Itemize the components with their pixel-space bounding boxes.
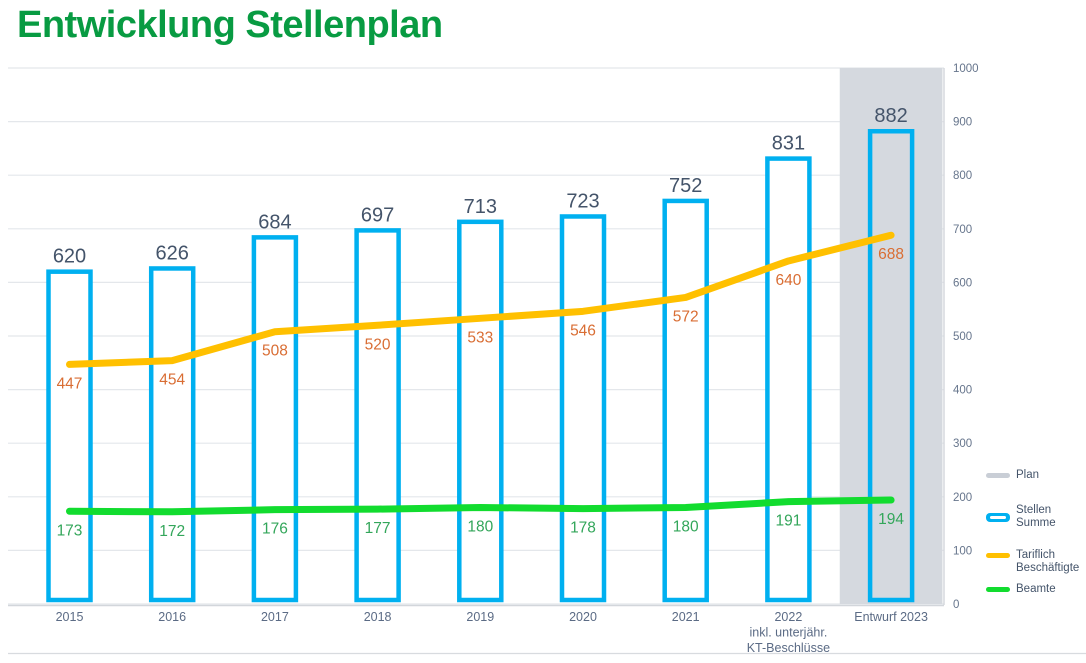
bar-value-label: 626: [156, 242, 189, 264]
bar-2019: [457, 219, 504, 603]
tariflich-besch-ftigte-label: 508: [262, 343, 288, 360]
legend-swatch-bar-outline: [986, 512, 1010, 522]
page-title: Entwicklung Stellenplan: [17, 4, 443, 46]
bar-value-label: 831: [772, 133, 805, 155]
tariflich-besch-ftigte-line: [66, 231, 895, 368]
tariflich-besch-ftigte-label: 533: [467, 329, 493, 346]
bar-value-label: 752: [669, 175, 702, 197]
bar-2022: [765, 156, 812, 603]
plan-band: [839, 68, 943, 604]
legend-item-beamte: Beamte: [986, 583, 1086, 596]
legend-item-tariflich-besch-ftigte: Tariflich Beschäftigte: [986, 549, 1086, 575]
x-tick-label: 2021: [672, 610, 700, 624]
tariflich-besch-ftigte-label: 454: [159, 372, 185, 389]
tariflich-besch-ftigte-label: 572: [673, 308, 699, 325]
y-tick-label: 200: [953, 492, 972, 504]
beamte-label: 176: [262, 521, 288, 538]
legend-swatch-line: [986, 587, 1010, 592]
x-tick-label: 2016: [158, 610, 186, 624]
bar-2018: [354, 228, 401, 603]
beamte-label: 180: [673, 519, 699, 536]
bar-value-label: 882: [874, 105, 907, 127]
beamte-label: 178: [570, 520, 596, 537]
x-tick-label: 2019: [466, 610, 494, 624]
legend-label: Plan: [1016, 469, 1040, 481]
x-tick-label: 2015: [56, 610, 84, 624]
bar-2016: [148, 266, 196, 603]
beamte-label: 194: [878, 511, 904, 528]
legend-label: Tariflich Beschäftigte: [1016, 549, 1080, 574]
bar-value-label: 620: [53, 246, 86, 268]
y-tick-label: 500: [953, 331, 972, 343]
tariflich-besch-ftigte-label: 447: [57, 375, 83, 392]
beamte-label: 180: [467, 519, 493, 536]
y-tick-label: 1000: [953, 63, 979, 75]
y-tick-label: 700: [953, 224, 972, 236]
beamte-line: [66, 496, 895, 516]
tariflich-besch-ftigte-label: 546: [570, 322, 596, 339]
x-tick-label: Entwurf 2023: [854, 610, 928, 624]
y-tick-label: 400: [953, 385, 972, 397]
x-tick-label: 2022 inkl. unterjähr. KT-Beschlüsse: [747, 610, 830, 655]
beamte-label: 177: [365, 520, 391, 537]
x-tick-label: 2017: [261, 610, 289, 624]
bar-2020: [559, 214, 607, 603]
legend-swatch-line: [986, 553, 1010, 558]
tariflich-besch-ftigte-label: 520: [365, 336, 391, 353]
bar-value-label: 723: [566, 190, 599, 212]
legend-item-plan: Plan: [986, 469, 1086, 482]
y-tick-label: 300: [953, 438, 972, 450]
y-tick-label: 900: [953, 117, 972, 129]
x-tick-label: 2018: [364, 610, 392, 624]
legend-swatch-band: [986, 473, 1010, 478]
bar-2021: [662, 198, 709, 603]
y-tick-label: 800: [953, 170, 972, 182]
tariflich-besch-ftigte-label: 688: [878, 246, 904, 263]
bar-value-label: 684: [258, 211, 291, 233]
tariflich-besch-ftigte-label: 640: [775, 272, 801, 289]
beamte-label: 191: [775, 513, 801, 530]
beamte-label: 173: [57, 522, 83, 539]
bar-entwurf-2023: [867, 128, 915, 603]
legend-label: Stellen Summe: [1016, 504, 1056, 529]
legend-label: Beamte: [1016, 583, 1056, 595]
x-tick-label: 2020: [569, 610, 597, 624]
y-tick-label: 0: [953, 599, 959, 611]
bar-value-label: 713: [464, 196, 497, 218]
y-tick-label: 600: [953, 277, 972, 289]
y-tick-label: 100: [953, 545, 972, 557]
beamte-label: 172: [159, 523, 185, 540]
bar-value-label: 697: [361, 204, 394, 226]
bar-2017: [251, 235, 299, 603]
chart-legend: Plan Stellen Summe Tariflich Beschäftigte Be…: [986, 469, 1086, 596]
bar-2015: [46, 269, 93, 603]
legend-item-stellen-summe: Stellen Summe: [986, 504, 1086, 530]
